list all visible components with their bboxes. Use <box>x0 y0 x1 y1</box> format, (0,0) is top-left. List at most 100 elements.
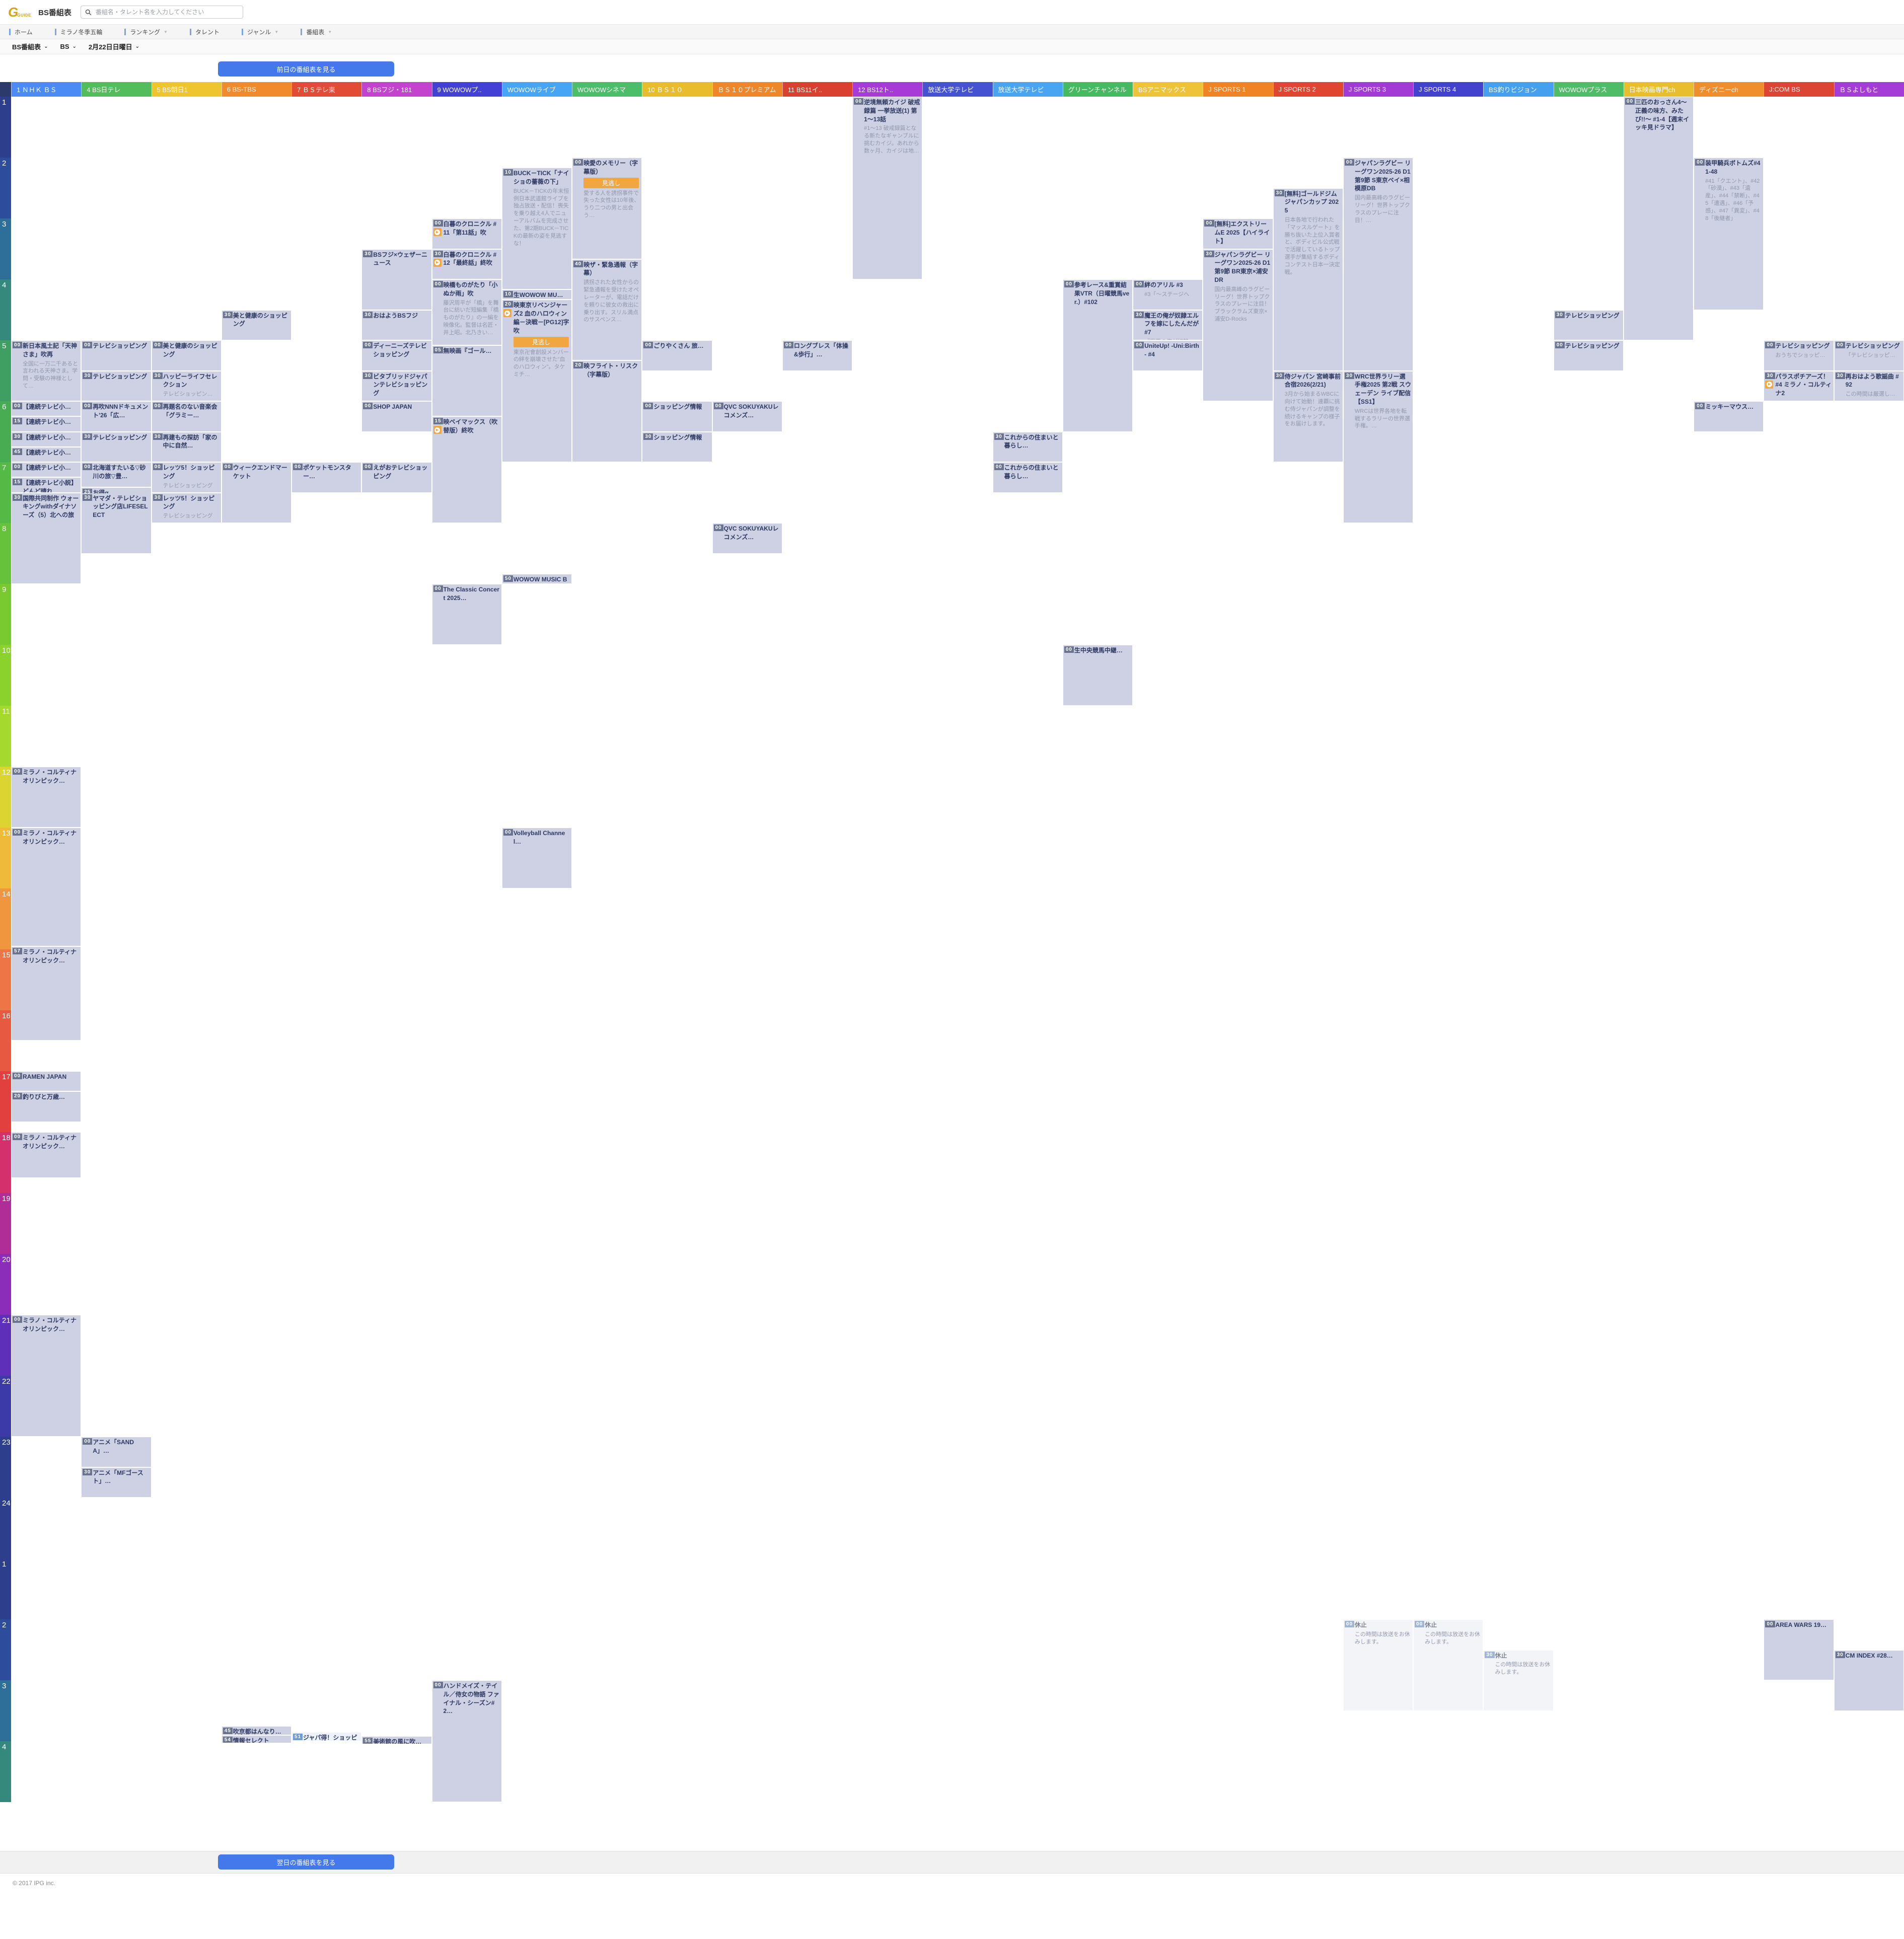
program-cell[interactable]: 30 ヤマダ・テレビショッピング店LIFESELECT <box>82 493 151 553</box>
program-cell[interactable]: 30 テレビショッピング <box>1554 310 1623 340</box>
program-cell[interactable]: 00 参考レース&重賞結果VTR（日曜競馬ver.）#102 <box>1063 280 1133 431</box>
channel-header-12[interactable]: 12 BS12ト.. <box>852 82 923 97</box>
program-cell[interactable]: 00 ディーニーズテレビショッピング <box>362 341 431 370</box>
gguide-logo[interactable]: G GUIDE <box>8 6 31 19</box>
program-cell[interactable]: 30 CM INDEX #28… <box>1834 1650 1903 1710</box>
program-cell[interactable]: 00 再吹NNNドキュメント'26「広… <box>82 402 151 431</box>
program-cell[interactable]: 30 アニメ「MFゴースト」… <box>82 1467 151 1497</box>
play-icon[interactable]: ▶ <box>433 228 442 236</box>
channel-header-4[interactable]: 7 ＢＳテレ東 <box>291 82 362 97</box>
program-cell[interactable]: 30 美と健康のショッピング <box>222 310 291 340</box>
program-cell[interactable]: 00 北海道すたいる▽砂川の旅▽豊… <box>82 463 151 487</box>
nav-item-1[interactable]: ミラノ冬季五輪 <box>54 25 116 39</box>
program-cell[interactable]: 00 ショッピング情報 <box>642 402 712 431</box>
channel-header-1[interactable]: 4 BS日テレ <box>81 82 152 97</box>
program-cell[interactable]: 00 絆のアリル #3 #3「〜ステージへ <box>1133 280 1203 310</box>
program-cell[interactable]: 10 生WOWOW MU… <box>502 290 572 300</box>
program-cell[interactable]: 00 生中央競馬中継… <box>1063 645 1133 705</box>
program-cell[interactable]: 00 ▶ 白暮のクロニクル #11「第11話」吹 <box>432 219 501 249</box>
program-cell[interactable]: 00 えがおテレビショッピング <box>362 463 431 492</box>
missed-broadcast-badge[interactable]: 見逃し <box>583 177 639 188</box>
program-cell[interactable]: 00 RAMEN JAPAN <box>12 1072 81 1091</box>
program-cell[interactable]: 00 再題名のない音楽会「グラミー… <box>152 402 221 431</box>
filter-select-2[interactable]: 2月22日日曜日 ⌄ <box>89 42 139 51</box>
program-cell[interactable]: 30 再おはよう歌謡曲 #92 この時間は厳選し… <box>1834 371 1903 401</box>
program-cell[interactable]: 30 ビタブリッドジャパンテレビショッピング <box>362 371 431 401</box>
channel-header-26[interactable]: ＢＳよしもと <box>1834 82 1904 97</box>
program-cell[interactable]: 00 ミッキーマウス… <box>1694 402 1764 431</box>
program-cell[interactable]: 30 再建もの探訪「家の中に自然… <box>152 432 221 462</box>
prev-day-button[interactable]: 前日の番組表を見る <box>218 61 394 77</box>
channel-header-15[interactable]: グリーンチャンネル <box>1062 82 1133 97</box>
nav-item-4[interactable]: ジャンル ▼ <box>241 25 291 39</box>
program-cell[interactable]: 00 映橋ものがたり「小ぬか雨」吹 藤沢周平が「橋」を舞台に紡いだ短編集『橋ものがた… <box>432 280 501 345</box>
channel-header-20[interactable]: J SPORTS 4 <box>1413 82 1484 97</box>
search-box[interactable] <box>80 6 243 19</box>
program-cell[interactable]: 00 テレビショッピング <box>82 341 151 370</box>
program-cell[interactable]: 00 ジャパンラグビー リーグワン2025-26 D1 第9節 S東京ベイ×相模原… <box>1343 158 1413 370</box>
program-cell[interactable]: 00 テレビショッピング おうちでショッピ… <box>1764 341 1834 370</box>
channel-header-13[interactable]: 放送大学テレビ <box>922 82 993 97</box>
program-cell[interactable]: 30 ショッピング情報 <box>642 432 712 462</box>
program-cell[interactable]: 20 ▶ 映東京リベンジャーズ2 血のハロウィン編－決戦－[PG12]字吹 見逃し 東京… <box>502 300 572 462</box>
program-cell[interactable]: 00 ハンドメイズ・テイル／侍女の物語 ファイナル・シーズン#2… <box>432 1681 501 1802</box>
program-cell[interactable]: 45 【連続テレビ小… <box>12 447 81 462</box>
program-cell[interactable]: 45 吹京都はんなり… <box>222 1726 291 1735</box>
program-cell[interactable]: 00 ミラノ・コルティナオリンピック… <box>12 1315 81 1436</box>
channel-header-24[interactable]: ディズニーch <box>1694 82 1764 97</box>
program-cell[interactable]: 00 休止 この時間は放送をお休みします。 <box>1343 1620 1413 1710</box>
program-cell[interactable]: 00 QVC SOKUYAKUレコメンズ… <box>712 524 782 553</box>
program-cell[interactable]: 00 【連続テレビ小… <box>12 463 81 477</box>
program-cell[interactable]: 30 WRC世界ラリー選手権2025 第2戦 スウェーデン ライブ配信【SS1】 W… <box>1343 371 1413 523</box>
program-cell[interactable]: 00 三匹のおっさん4〜正義の味方、みたび!!〜 #1-4【週末イッキ見ドラマ】 <box>1624 97 1694 340</box>
play-icon[interactable]: ▶ <box>433 258 442 267</box>
missed-broadcast-badge[interactable]: 見逃し <box>513 336 569 347</box>
program-cell[interactable]: 30 これからの住まいと暮らし… <box>993 432 1062 462</box>
nav-item-2[interactable]: ランキング ▼ <box>124 25 181 39</box>
channel-header-17[interactable]: J SPORTS 1 <box>1203 82 1273 97</box>
program-cell[interactable]: 00 ポケットモンスター… <box>292 463 361 492</box>
program-cell[interactable]: 00 美と健康のショッピング <box>152 341 221 370</box>
channel-header-23[interactable]: 日本映画専門ch <box>1623 82 1694 97</box>
program-cell[interactable]: 20 釣りびと万歳… <box>12 1092 81 1122</box>
channel-header-19[interactable]: J SPORTS 3 <box>1343 82 1413 97</box>
program-cell[interactable]: 30 【連続テレビ小… <box>12 432 81 446</box>
program-cell[interactable]: 30 ▶ 白暮のクロニクル #12「最終話」終吹 <box>432 249 501 279</box>
channel-header-10[interactable]: ＢＳ１０プレミアム <box>712 82 782 97</box>
program-cell[interactable]: 30 侍ジャパン 宮崎事前合宿2026(2/21) 3月から始まるWBCに向けて始動… <box>1273 371 1343 462</box>
program-cell[interactable]: 00 映愛のメモリー（字幕版） 見逃し 愛する人を誘拐事件で失った女性は10年後、うり… <box>572 158 642 259</box>
program-cell[interactable]: 30 国際共同制作 ウォーキングwithダイナソーズ（5）北への旅 <box>12 493 81 583</box>
program-cell[interactable]: 00 ごりやくさん 旅… <box>642 341 712 370</box>
channel-header-22[interactable]: WOWOWプラス <box>1553 82 1624 97</box>
program-cell[interactable]: 00 ミラノ・コルティナオリンピック… <box>12 1133 81 1177</box>
program-cell[interactable]: 00 ミラノ・コルティナオリンピック… <box>12 767 81 827</box>
program-cell[interactable]: 30 [無料]ゴールドジムジャパンカップ 2025 日本各地で行われた「マッスルゲー… <box>1273 188 1343 370</box>
filter-select-1[interactable]: BS ⌄ <box>60 43 76 50</box>
program-cell[interactable]: 30 レッツ5！ショッピング テレビショッピング <box>152 493 221 523</box>
channel-header-2[interactable]: 5 BS朝日1 <box>151 82 222 97</box>
program-cell[interactable]: 00 ミラノ・コルティナオリンピック… <box>12 828 81 946</box>
program-cell[interactable]: 30 テレビショッピング <box>82 371 151 401</box>
program-cell[interactable]: 00 UniteUp! -Uni:Birth- #4 <box>1133 341 1203 370</box>
program-cell[interactable]: 55 美術館の風に吹… <box>362 1736 431 1744</box>
program-cell[interactable]: 05 無映画『ゴール… <box>432 346 501 416</box>
program-cell[interactable]: 00 レッツ5！ショッピング テレビショッピング <box>152 463 221 492</box>
program-cell[interactable]: 30 ジャパンラグビー リーグワン2025-26 D1 第9節 BR東京×浦安DR… <box>1203 249 1273 401</box>
program-cell[interactable]: 00 The Classic Concert 2025… <box>432 584 501 644</box>
program-cell[interactable]: 00 SHOP JAPAN <box>362 402 431 431</box>
channel-header-11[interactable]: 11 BS11イ.. <box>782 82 852 97</box>
play-icon[interactable]: ▶ <box>433 426 442 434</box>
channel-header-6[interactable]: 9 WOWOWプ.. <box>431 82 502 97</box>
program-cell[interactable]: 00 QVC SOKUYAKUレコメンズ… <box>712 402 782 431</box>
program-cell[interactable]: 00 休止 この時間は放送をお休みします。 <box>1414 1620 1483 1710</box>
play-icon[interactable]: ▶ <box>1765 380 1774 389</box>
next-day-button[interactable]: 翌日の番組表を見る <box>218 1854 394 1870</box>
channel-header-25[interactable]: J:COM BS <box>1764 82 1834 97</box>
play-icon[interactable]: ▶ <box>503 309 511 318</box>
program-cell[interactable]: 00 テレビショッピング 「テレビショッピ… <box>1834 341 1903 370</box>
channel-header-3[interactable]: 6 BS-TBS <box>221 82 291 97</box>
nav-item-3[interactable]: タレント <box>189 25 233 39</box>
channel-header-14[interactable]: 放送大学テレビ <box>992 82 1063 97</box>
program-cell[interactable]: 30 おはようBSフジ <box>362 310 431 340</box>
